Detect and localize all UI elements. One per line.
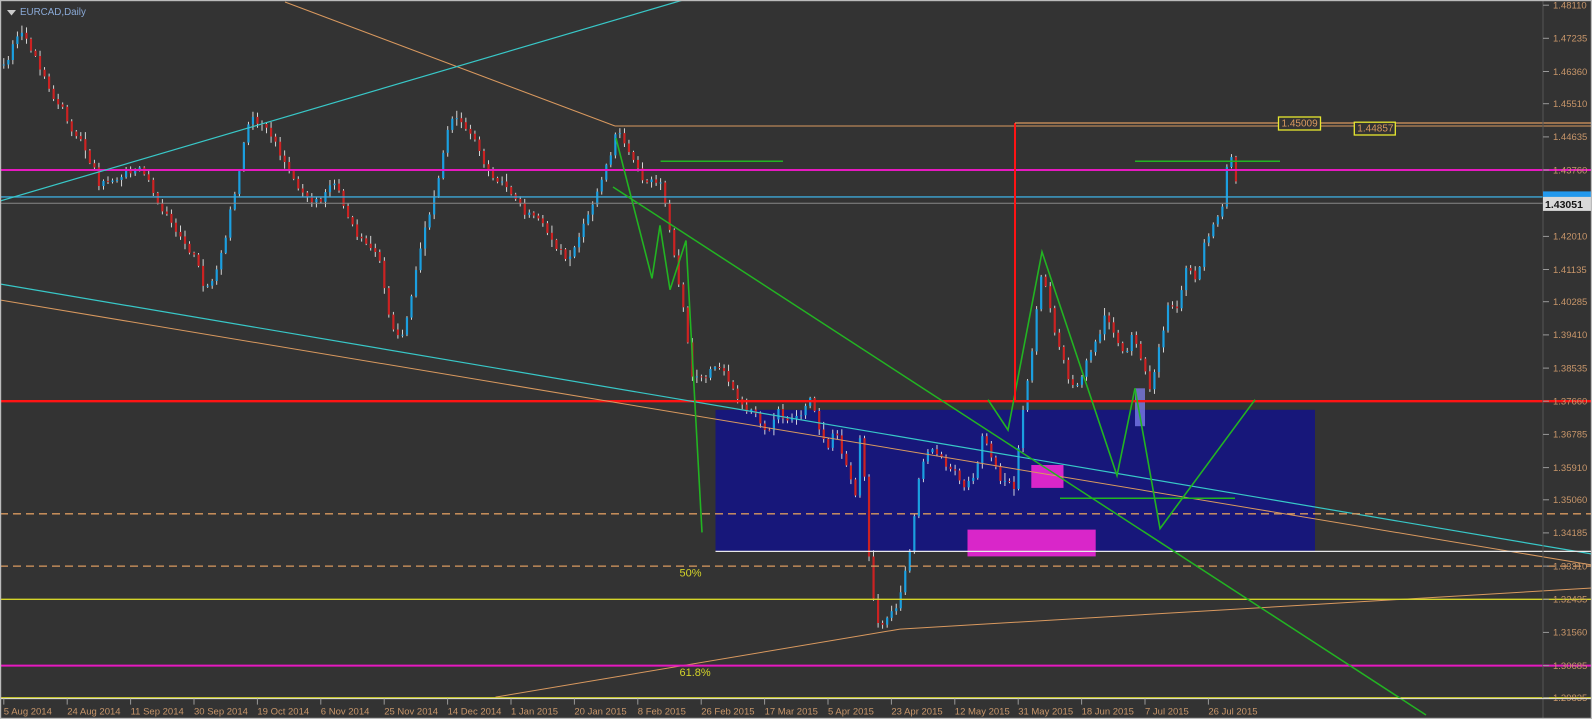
- svg-text:1.37660: 1.37660: [1553, 397, 1587, 408]
- svg-text:1.41135: 1.41135: [1553, 265, 1587, 276]
- svg-text:1.44857: 1.44857: [1357, 124, 1394, 135]
- svg-text:1.32435: 1.32435: [1553, 595, 1587, 606]
- svg-text:25 Nov 2014: 25 Nov 2014: [384, 706, 438, 717]
- svg-text:1.39410: 1.39410: [1553, 330, 1587, 341]
- svg-text:1.33310: 1.33310: [1553, 561, 1587, 572]
- svg-text:61.8%: 61.8%: [680, 667, 711, 679]
- svg-text:8 Feb 2015: 8 Feb 2015: [638, 706, 686, 717]
- svg-text:19 Oct 2014: 19 Oct 2014: [257, 706, 309, 717]
- svg-text:31 May 2015: 31 May 2015: [1018, 706, 1073, 717]
- svg-text:1.40285: 1.40285: [1553, 297, 1587, 308]
- svg-text:24 Aug 2014: 24 Aug 2014: [67, 706, 120, 717]
- svg-text:1.38535: 1.38535: [1553, 363, 1587, 374]
- svg-text:1.44635: 1.44635: [1553, 132, 1587, 143]
- svg-text:1.42010: 1.42010: [1553, 232, 1587, 243]
- svg-text:1.43760: 1.43760: [1553, 165, 1587, 176]
- svg-text:5 Aug 2014: 5 Aug 2014: [4, 706, 52, 717]
- svg-text:26 Feb 2015: 26 Feb 2015: [701, 706, 754, 717]
- svg-text:11 Sep 2014: 11 Sep 2014: [131, 706, 184, 717]
- svg-text:20 Jan 2015: 20 Jan 2015: [574, 706, 626, 717]
- svg-text:1.47235: 1.47235: [1553, 34, 1587, 45]
- svg-text:17 Mar 2015: 17 Mar 2015: [765, 706, 818, 717]
- svg-text:7 Jul 2015: 7 Jul 2015: [1145, 706, 1189, 717]
- svg-text:1.45510: 1.45510: [1553, 99, 1587, 110]
- svg-text:5 Apr 2015: 5 Apr 2015: [828, 706, 874, 717]
- svg-text:23 Apr 2015: 23 Apr 2015: [891, 706, 942, 717]
- svg-text:1.34185: 1.34185: [1553, 528, 1587, 539]
- svg-text:26 Jul 2015: 26 Jul 2015: [1208, 706, 1257, 717]
- svg-text:1.35910: 1.35910: [1553, 463, 1587, 474]
- svg-text:1.48110: 1.48110: [1553, 1, 1587, 12]
- svg-text:30 Sep 2014: 30 Sep 2014: [194, 706, 248, 717]
- svg-text:1.36785: 1.36785: [1553, 430, 1587, 441]
- svg-text:18 Jun 2015: 18 Jun 2015: [1082, 706, 1134, 717]
- svg-text:1.45009: 1.45009: [1282, 119, 1319, 130]
- svg-text:1 Jan 2015: 1 Jan 2015: [511, 706, 558, 717]
- svg-text:6 Nov 2014: 6 Nov 2014: [321, 706, 370, 717]
- svg-text:50%: 50%: [680, 568, 702, 580]
- svg-text:EURCAD,Daily: EURCAD,Daily: [20, 7, 86, 18]
- svg-text:1.31560: 1.31560: [1553, 628, 1587, 639]
- svg-text:1.30685: 1.30685: [1553, 661, 1587, 672]
- svg-text:1.35060: 1.35060: [1553, 495, 1587, 506]
- svg-text:1.46360: 1.46360: [1553, 67, 1587, 78]
- svg-text:14 Dec 2014: 14 Dec 2014: [448, 706, 502, 717]
- svg-text:1.43051: 1.43051: [1545, 199, 1583, 211]
- svg-text:12 May 2015: 12 May 2015: [955, 706, 1010, 717]
